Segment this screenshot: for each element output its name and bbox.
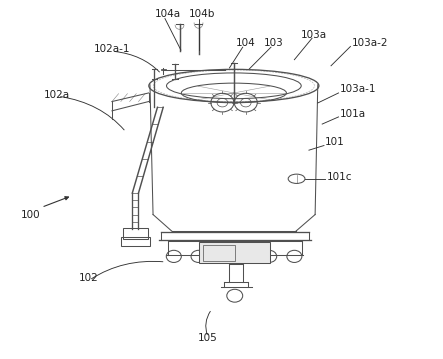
Text: 100: 100 (20, 210, 40, 220)
Text: 103a: 103a (301, 30, 327, 39)
Text: 102a-1: 102a-1 (93, 44, 130, 54)
Text: 105: 105 (198, 332, 217, 342)
Text: 101: 101 (325, 137, 345, 147)
Text: 102a: 102a (44, 90, 70, 101)
Text: 103a-2: 103a-2 (352, 38, 388, 48)
Text: 103a-1: 103a-1 (340, 84, 377, 94)
Text: 101a: 101a (340, 109, 366, 120)
Text: 104b: 104b (189, 9, 215, 19)
FancyBboxPatch shape (198, 242, 270, 263)
Text: 104a: 104a (155, 9, 181, 19)
Text: 103: 103 (264, 38, 284, 48)
Text: 101c: 101c (326, 172, 352, 182)
Text: 102: 102 (79, 273, 99, 283)
Text: 104: 104 (236, 38, 256, 48)
